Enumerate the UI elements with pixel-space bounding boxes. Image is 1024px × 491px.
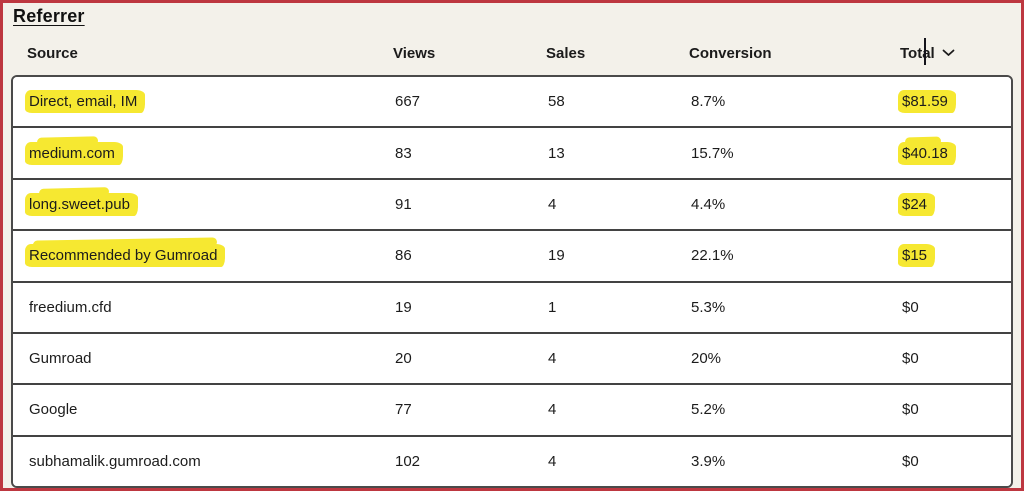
text-cursor bbox=[924, 38, 926, 65]
total-highlight: $15 bbox=[898, 244, 936, 268]
total-cell: $24 bbox=[898, 192, 1011, 216]
source-highlight: medium.com bbox=[25, 141, 123, 165]
total-cell: $0 bbox=[902, 401, 919, 419]
sales-cell: 58 bbox=[548, 93, 565, 111]
column-header-sales[interactable]: Sales bbox=[546, 45, 689, 62]
total-cell: $0 bbox=[902, 452, 919, 470]
source-cell: long.sweet.pub bbox=[13, 192, 395, 216]
source-highlight: Recommended by Gumroad bbox=[25, 244, 226, 268]
table-row: Gumroad 20 4 20% $0 bbox=[13, 333, 1011, 386]
table-row: Recommended by Gumroad 86 19 22.1% $15 bbox=[13, 231, 1011, 283]
column-header-total-label: Total bbox=[900, 45, 935, 62]
sales-cell: 4 bbox=[548, 452, 557, 470]
total-cell: $0 bbox=[902, 298, 919, 316]
total-cell: $81.59 bbox=[898, 90, 1011, 114]
source-cell: medium.com bbox=[13, 141, 395, 165]
column-header-views-label: Views bbox=[393, 44, 436, 62]
column-header-total[interactable]: Total bbox=[900, 38, 1013, 65]
views-cell: 667 bbox=[395, 93, 421, 111]
column-header-conversion[interactable]: Conversion bbox=[689, 45, 900, 62]
conversion-cell: 3.9% bbox=[691, 452, 726, 470]
column-header-source-label: Source bbox=[27, 44, 78, 62]
column-header-conversion-label: Conversion bbox=[689, 44, 772, 62]
sales-cell: 4 bbox=[548, 401, 557, 419]
source-cell: Google bbox=[29, 401, 78, 419]
chevron-down-icon bbox=[942, 44, 955, 61]
table-row: medium.com 83 13 15.7% $40.18 bbox=[13, 128, 1011, 180]
column-header-source[interactable]: Source bbox=[11, 45, 393, 62]
views-cell: 91 bbox=[395, 195, 412, 213]
source-highlight: long.sweet.pub bbox=[25, 192, 138, 216]
table-row: Direct, email, IM 667 58 8.7% $81.59 bbox=[13, 77, 1011, 129]
conversion-cell: 4.4% bbox=[691, 195, 726, 213]
source-cell: Direct, email, IM bbox=[13, 90, 395, 114]
source-cell: Gumroad bbox=[29, 350, 92, 368]
conversion-cell: 22.1% bbox=[691, 247, 734, 265]
source-cell: freedium.cfd bbox=[29, 298, 112, 316]
table-header-row: Source Views Sales Conversion Total bbox=[11, 38, 1013, 67]
table-row: subhamalik.gumroad.com 102 4 3.9% $0 bbox=[13, 436, 1011, 486]
conversion-cell: 8.7% bbox=[691, 93, 726, 111]
total-cell: $15 bbox=[898, 244, 1011, 268]
sales-cell: 13 bbox=[548, 144, 565, 162]
views-cell: 83 bbox=[395, 144, 412, 162]
sales-cell: 1 bbox=[548, 298, 557, 316]
source-cell: subhamalik.gumroad.com bbox=[29, 452, 201, 470]
total-highlight: $81.59 bbox=[898, 90, 956, 114]
sales-cell: 19 bbox=[548, 247, 565, 265]
table-row: freedium.cfd 19 1 5.3% $0 bbox=[13, 282, 1011, 334]
conversion-cell: 15.7% bbox=[691, 144, 734, 162]
table-row: long.sweet.pub 91 4 4.4% $24 bbox=[13, 179, 1011, 232]
total-cell: $40.18 bbox=[898, 141, 1011, 165]
source-cell: Recommended by Gumroad bbox=[13, 244, 395, 268]
total-highlight: $24 bbox=[898, 192, 936, 216]
views-cell: 86 bbox=[395, 247, 412, 265]
conversion-cell: 5.2% bbox=[691, 401, 726, 419]
views-cell: 102 bbox=[395, 452, 421, 470]
total-cell: $0 bbox=[902, 350, 919, 368]
total-highlight: $40.18 bbox=[898, 141, 956, 165]
conversion-cell: 20% bbox=[691, 350, 722, 368]
conversion-cell: 5.3% bbox=[691, 298, 726, 316]
referrer-table-body: Direct, email, IM 667 58 8.7% $81.59 med… bbox=[11, 75, 1013, 488]
column-header-sales-label: Sales bbox=[546, 44, 586, 62]
table-row: Google 77 4 5.2% $0 bbox=[13, 385, 1011, 437]
source-highlight: Direct, email, IM bbox=[25, 90, 146, 114]
views-cell: 19 bbox=[395, 298, 412, 316]
page-title: Referrer bbox=[13, 6, 85, 26]
views-cell: 20 bbox=[395, 350, 412, 368]
sales-cell: 4 bbox=[548, 195, 557, 213]
column-header-views[interactable]: Views bbox=[393, 45, 546, 62]
sales-cell: 4 bbox=[548, 350, 557, 368]
views-cell: 77 bbox=[395, 401, 412, 419]
